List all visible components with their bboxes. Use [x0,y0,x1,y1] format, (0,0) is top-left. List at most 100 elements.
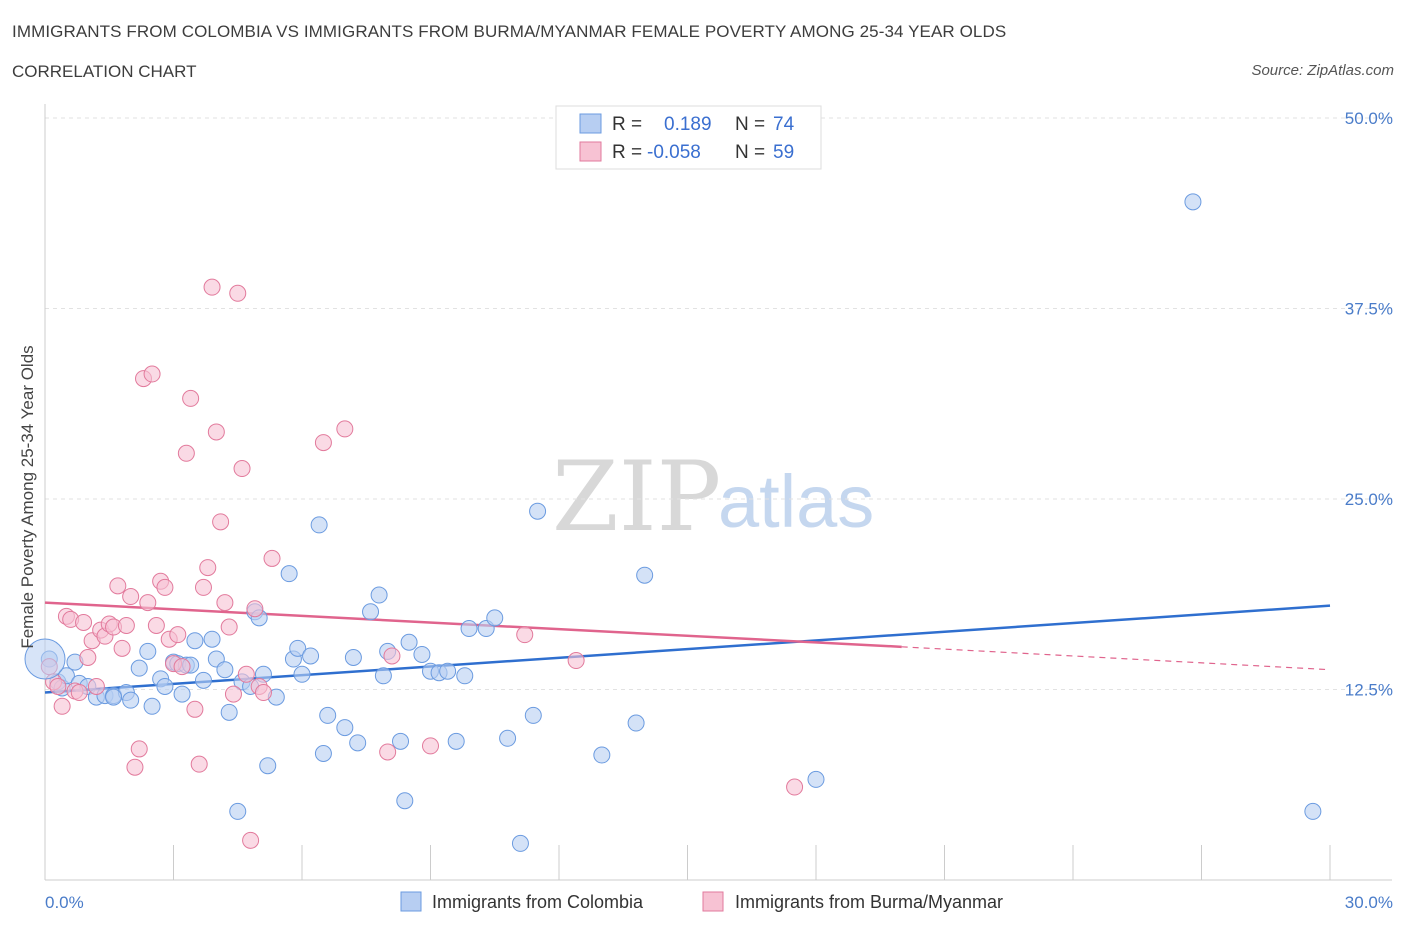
point-colombia [349,734,367,752]
legend-swatch-burma [579,141,602,162]
point-colombia [807,770,825,788]
point-colombia [1304,802,1322,820]
watermark-zip: ZIP [552,441,721,553]
point-burma [117,616,135,634]
point-burma [567,652,585,670]
point-burma [53,697,71,715]
point-burma [212,513,230,531]
point-colombia [636,566,654,584]
bottom-legend-label-burma: Immigrants from Burma/Myanmar [735,892,1003,912]
point-colombia [319,706,337,724]
point-burma [109,577,127,595]
point-colombia [130,659,148,677]
point-burma [169,626,187,644]
point-burma [203,278,221,296]
point-colombia [289,639,307,657]
point-colombia [105,688,123,706]
point-burma [207,423,225,441]
point-colombia [529,502,547,520]
legend-r-label-1: R = [612,114,642,135]
legend-box: R = 0.189 N = 74 R = -0.058 N = 59 [555,105,822,170]
point-colombia [139,642,157,660]
bottom-legend-swatch-colombia [400,891,422,912]
legend-n-value-2: 59 [773,142,794,163]
y-axis-label: Female Poverty Among 25-34 Year Olds [18,345,37,648]
point-colombia [314,745,332,763]
y-tick-label: 37.5% [1345,300,1393,319]
point-colombia [486,609,504,627]
point-colombia [344,648,362,666]
point-burma [786,778,804,796]
point-burma [336,420,354,438]
point-colombia [186,632,204,650]
point-colombia [524,706,542,724]
point-burma [186,700,204,718]
point-colombia-cluster [24,638,66,680]
point-colombia [413,645,431,663]
y-tick-label: 12.5% [1345,681,1393,700]
point-colombia [220,703,238,721]
point-colombia [439,662,457,680]
point-burma [263,549,281,567]
point-colombia [593,746,611,764]
legend-n-label-2: N = [735,142,765,163]
point-burma [130,740,148,758]
point-colombia [229,802,247,820]
point-burma [516,626,534,644]
point-burma [314,434,332,452]
point-colombia [310,516,328,534]
point-burma [143,365,161,383]
legend-swatch-colombia [579,113,602,134]
point-burma [254,684,272,702]
point-burma [242,831,260,849]
point-burma [199,559,217,577]
point-colombia [627,714,645,732]
bottom-legend-swatch-burma [702,891,724,912]
point-colombia [280,565,298,583]
point-burma [379,743,397,761]
point-burma [182,389,200,407]
point-burma [139,594,157,612]
point-burma [220,618,238,636]
point-colombia [374,667,392,685]
point-colombia [511,834,529,852]
point-colombia [456,667,474,685]
point-colombia [370,586,388,604]
chart-subtitle: CORRELATION CHART [12,62,197,81]
point-burma [237,665,255,683]
trend-line-burma-extended [901,646,1331,671]
point-burma [79,648,97,666]
point-colombia [1184,193,1202,211]
legend-n-label-1: N = [735,114,765,135]
point-burma [233,460,251,478]
source-credit: Source: ZipAtlas.com [1251,62,1394,79]
point-colombia [194,671,212,689]
axes [44,104,1392,881]
point-burma [87,677,105,695]
point-colombia [143,697,161,715]
point-burma [126,758,144,776]
x-tick-label-end: 30.0% [1345,893,1393,912]
point-colombia [396,792,414,810]
point-colombia [156,677,174,695]
point-burma [194,578,212,596]
point-colombia [447,732,465,750]
point-burma [113,639,131,657]
data-points [24,193,1322,852]
point-colombia [400,633,418,651]
point-colombia [362,603,380,621]
point-burma [246,600,264,618]
point-colombia [392,732,410,750]
point-colombia [499,729,517,747]
point-burma [383,647,401,665]
bottom-legend: Immigrants from Colombia Immigrants from… [400,891,1003,912]
point-burma [229,284,247,302]
point-burma [122,588,140,606]
point-colombia [336,719,354,737]
legend-r-value-2: -0.058 [647,142,701,163]
y-tick-label: 50.0% [1345,109,1393,128]
point-burma [173,658,191,676]
point-colombia [302,647,320,665]
point-colombia [203,630,221,648]
